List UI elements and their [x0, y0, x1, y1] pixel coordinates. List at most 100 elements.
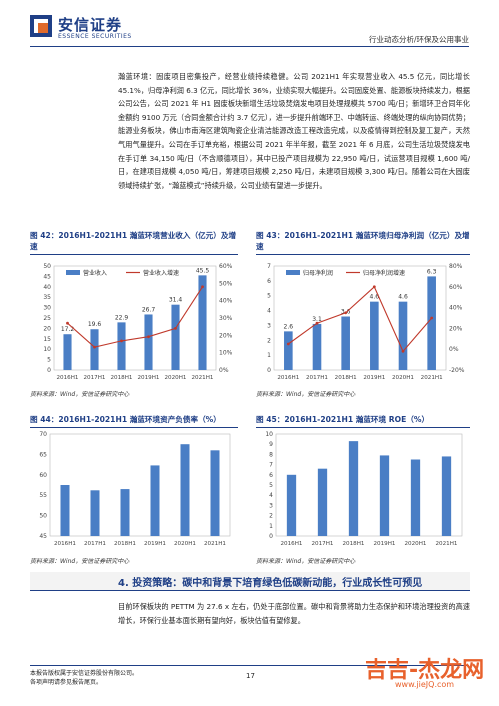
bar [348, 441, 359, 536]
section-title: 投资策略：碳中和背景下培育绿色低碳新动能，行业成长性可预见 [132, 578, 423, 589]
data-label: 17.2 [61, 326, 75, 333]
y2-tick-label: 0% [449, 346, 459, 353]
bar [341, 316, 350, 370]
growth-point [430, 316, 434, 320]
y2-tick-label: 80% [449, 263, 463, 270]
y-tick-label: 9 [269, 441, 273, 448]
bar [317, 468, 328, 536]
data-label: 31.4 [169, 297, 183, 304]
y-tick-label: 6 [267, 278, 271, 285]
bar [410, 459, 421, 536]
bar [210, 450, 220, 536]
x-tick-label: 2019H1 [363, 375, 385, 381]
y-tick-label: 10 [265, 431, 273, 438]
section-heading-bar [30, 572, 470, 591]
bar [379, 455, 390, 536]
y-tick-label: 5 [269, 482, 273, 489]
y2-tick-label: 60% [219, 263, 233, 270]
bar [171, 304, 180, 370]
report-section-label: 行业动态分析/环保及公用事业 [368, 35, 469, 44]
plot-frame [53, 265, 217, 371]
bar [63, 334, 72, 370]
y-tick-label: 10 [43, 346, 51, 353]
body-paragraph: 瀚蓝环境：固废项目密集投产，经营业绩持续稳健。公司 2021H1 年实现营业收入… [118, 70, 470, 192]
x-tick-label: 2016H1 [280, 541, 302, 547]
x-tick-label: 2021H1 [191, 375, 213, 381]
data-label: 19.6 [88, 321, 102, 328]
y2-tick-label: 30% [219, 315, 233, 322]
y-tick-label: 50 [39, 513, 47, 520]
chart-roe: 0 1 2 3 4 5 6 7 8 9 10 2016H1 2017H1 2018H1 2019H1 2020… [265, 431, 463, 547]
y-tick-label: 45 [43, 273, 51, 280]
y-tick-label: 0 [269, 533, 273, 540]
y2-tick-label: 40% [219, 298, 233, 305]
y-tick-label: 6 [269, 472, 273, 479]
bar [90, 329, 99, 370]
x-tick-label: 2018H1 [110, 375, 132, 381]
brand-name: 安信证券 [58, 16, 123, 34]
growth-line [287, 285, 433, 353]
y2-tick-label: 40% [449, 305, 463, 312]
x-tick-label: 2019H1 [144, 541, 166, 547]
x-tick-label: 2021H1 [435, 541, 457, 547]
y-tick-label: 2 [269, 513, 273, 520]
y-tick-label: 0 [47, 367, 51, 374]
x-tick-label: 2016H1 [277, 375, 299, 381]
brand-name-en: ESSENCE SECURITIES [58, 33, 132, 40]
bar [312, 323, 322, 370]
x-tick-label: 2018H1 [335, 375, 357, 381]
y2-tick-label: -20% [449, 367, 465, 374]
chart-net-profit: 0 1 2 3 4 5 6 7 -20% 0% 20% 40% 60% 80% 2.6 2016H1 3.1 20… [267, 263, 465, 381]
figure-42: 图 42：2016H1-2021H1 瀚蓝环境营业收入（亿元）及增速 [30, 230, 238, 255]
figure-43-title: 图 43：2016H1-2021H1 瀚蓝环境归母净利润（亿元）及增速 [256, 231, 470, 251]
x-tick-label: 2020H1 [164, 375, 186, 381]
data-label: 4.6 [398, 294, 408, 301]
growth-point [372, 285, 376, 289]
growth-point [120, 339, 123, 343]
legend-label: 归母净利润 [303, 269, 333, 277]
growth-point [201, 285, 204, 289]
chart-revenue: 0 5 10 15 20 25 30 35 40 45 50 0% 10% 20% 30% 40% 50% 60%… [43, 263, 233, 381]
growth-point [93, 345, 96, 349]
y-tick-label: 35 [43, 294, 51, 301]
footer-divider [30, 665, 469, 666]
data-label: 45.5 [196, 267, 210, 274]
growth-point [315, 321, 319, 325]
footer-disclaimer: 本报告版权属于安信证券股份有限公司。 各项声明请参见报告尾页。 [30, 669, 138, 687]
plot-frame [49, 433, 231, 537]
growth-point [147, 335, 150, 339]
y-tick-label: 45 [39, 533, 47, 540]
bar [441, 456, 452, 536]
growth-point [174, 327, 177, 330]
bar [144, 314, 153, 370]
x-tick-label: 2016H1 [54, 541, 76, 547]
y-tick-label: 5 [267, 293, 271, 300]
data-label: 2.6 [284, 323, 294, 330]
y2-tick-label: 0% [219, 367, 229, 374]
figure-42-title: 图 42：2016H1-2021H1 瀚蓝环境营业收入（亿元）及增速 [30, 231, 237, 251]
figure-45-title: 图 45：2016H1-2021H1 瀚蓝环境 ROE（%） [256, 415, 430, 424]
y-tick-label: 50 [43, 263, 51, 270]
growth-line [67, 286, 203, 348]
y-tick-label: 3 [267, 322, 271, 329]
bar [90, 490, 100, 536]
data-label: 3.1 [312, 316, 322, 323]
bar [60, 485, 70, 536]
legend-label: 营业收入增速 [143, 269, 179, 277]
brand-logo-icon [30, 15, 52, 37]
y-tick-label: 20 [43, 325, 51, 332]
bar [286, 474, 297, 536]
x-tick-label: 2016H1 [56, 375, 78, 381]
y2-tick-label: 20% [219, 332, 233, 339]
bar [284, 331, 293, 370]
growth-point [401, 349, 405, 353]
y-tick-label: 4 [267, 308, 271, 315]
y-tick-label: 1 [267, 352, 271, 359]
x-tick-label: 2017H1 [306, 375, 328, 381]
chart-debt-ratio: 45 50 55 60 65 70 2016H1 2017H1 2018H1 2019H1 2020… [39, 431, 231, 547]
y-tick-label: 60 [39, 472, 47, 479]
y-tick-label: 70 [39, 431, 47, 438]
figure-44-title: 图 44：2016H1-2021H1 瀚蓝环境资产负债率（%） [30, 415, 221, 424]
y-tick-label: 7 [269, 462, 273, 469]
y2-tick-label: 20% [449, 325, 463, 332]
